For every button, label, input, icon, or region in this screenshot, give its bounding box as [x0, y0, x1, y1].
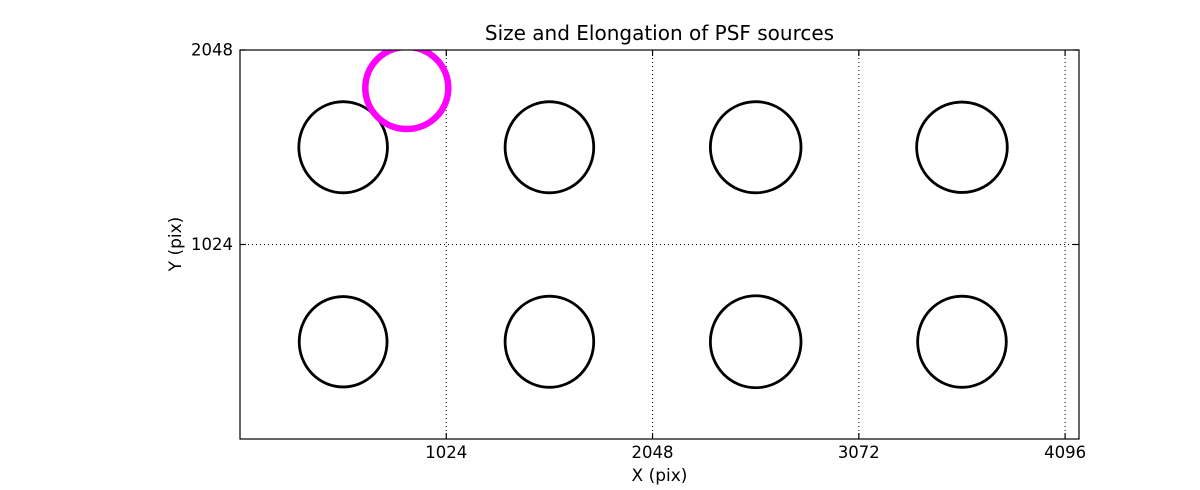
psf-ellipses	[297, 50, 1009, 390]
chart-title: Size and Elongation of PSF sources	[484, 21, 835, 45]
x-axis-label: X (pix)	[631, 466, 688, 486]
psf-sources-ellipse	[503, 294, 596, 389]
x-tick-label: 4096	[1044, 443, 1086, 462]
x-tick-label: 3072	[838, 443, 880, 462]
psf-sources-ellipse	[297, 100, 389, 195]
tick-marks	[240, 49, 1079, 439]
y-tick-label: 1024	[191, 235, 233, 254]
gridlines	[240, 49, 1079, 439]
x-tick-label: 1024	[425, 443, 467, 462]
psf-sources-ellipse	[297, 295, 389, 389]
y-tick-label: 2048	[191, 41, 233, 60]
psf-sources-ellipse	[708, 100, 803, 195]
psf-sources-ellipse	[916, 294, 1008, 389]
flagged-source-ellipse	[362, 50, 452, 133]
psf-sources-ellipse	[503, 100, 596, 195]
psf-sources-ellipse	[708, 294, 803, 390]
tick-labels: 1024 2048 3072 4096 1024 2048	[191, 41, 1086, 463]
y-axis-label: Y (pix)	[166, 216, 186, 272]
x-tick-label: 2048	[632, 443, 674, 462]
psf-sources-ellipse	[915, 100, 1009, 194]
